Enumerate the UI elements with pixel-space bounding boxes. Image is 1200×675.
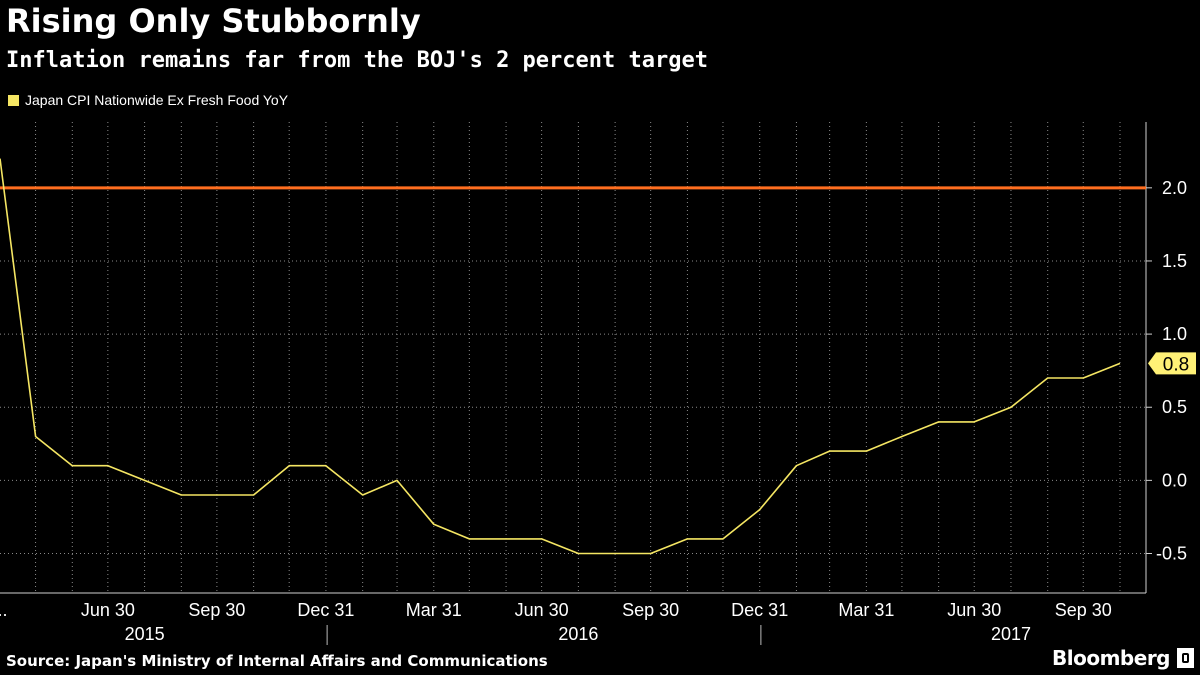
y-tick-label: -0.5 bbox=[1156, 544, 1187, 564]
last-value-label: 0.8 bbox=[1163, 354, 1189, 375]
bloomberg-terminal-icon bbox=[1177, 648, 1194, 668]
x-tick-label: Sep 30 bbox=[622, 600, 679, 620]
x-tick-label: Jun 30 bbox=[81, 600, 135, 620]
x-tick-label: Jun 30 bbox=[515, 600, 569, 620]
last-value-badge bbox=[1148, 352, 1196, 375]
brand-logo-text: Bloomberg bbox=[1052, 646, 1170, 670]
chart-subtitle: Inflation remains far from the BOJ's 2 p… bbox=[6, 48, 708, 73]
legend: Japan CPI Nationwide Ex Fresh Food YoY bbox=[8, 92, 288, 108]
year-label: 2016 bbox=[558, 624, 598, 644]
year-label: 2017 bbox=[991, 624, 1031, 644]
x-tick-label: Mar 31 bbox=[838, 600, 894, 620]
x-tick-label: Sep 30 bbox=[188, 600, 245, 620]
x-tick-label: Jun 30 bbox=[947, 600, 1001, 620]
chart-title: Rising Only Stubbornly bbox=[6, 2, 421, 40]
y-tick-label: 2.0 bbox=[1162, 178, 1187, 198]
y-tick-label: 0.0 bbox=[1162, 470, 1187, 490]
series-line bbox=[0, 158, 1121, 555]
legend-swatch bbox=[8, 94, 19, 106]
x-tick-label: Dec 31 bbox=[731, 600, 788, 620]
y-tick-label: 1.0 bbox=[1162, 324, 1187, 344]
x-tick-label: Dec 31 bbox=[297, 600, 354, 620]
x-tick-label: ... bbox=[0, 600, 8, 620]
x-tick-label: Sep 30 bbox=[1055, 600, 1112, 620]
source-note: Source: Japan's Ministry of Internal Aff… bbox=[6, 652, 548, 670]
y-tick-label: 0.5 bbox=[1162, 397, 1187, 417]
legend-label: Japan CPI Nationwide Ex Fresh Food YoY bbox=[25, 92, 289, 108]
x-tick-label: Mar 31 bbox=[406, 600, 462, 620]
y-tick-label: 1.5 bbox=[1162, 251, 1187, 271]
year-label: 2015 bbox=[125, 624, 165, 644]
